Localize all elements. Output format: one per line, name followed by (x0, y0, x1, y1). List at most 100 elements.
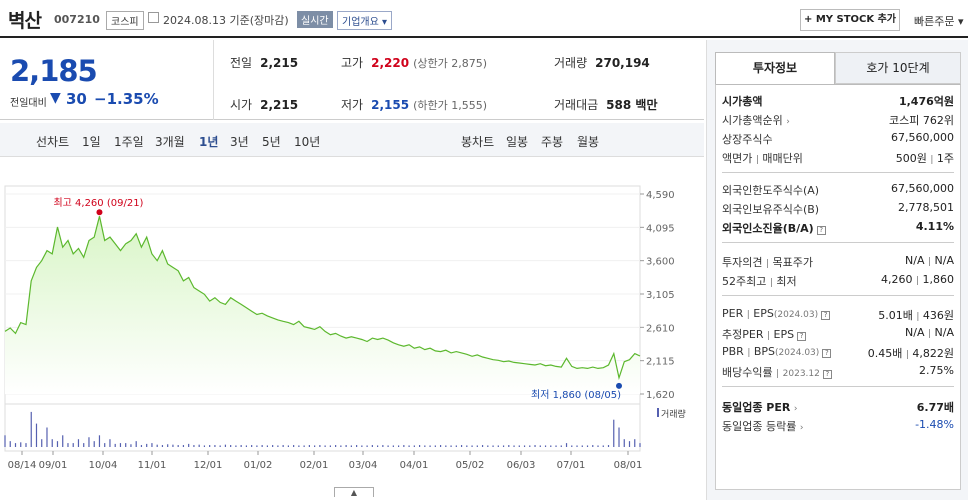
sector-per-row[interactable]: 동일업종 PER › 6.77배 (722, 399, 954, 417)
line-chart-label[interactable]: 선차트 (36, 135, 70, 149)
volume: 거래량 270,194 (554, 54, 650, 71)
x-tick-label: 06/03 (507, 460, 536, 471)
help-icon[interactable]: ? (821, 311, 831, 320)
tab-invest-info[interactable]: 투자정보 (715, 52, 835, 84)
market-cap-rank-row[interactable]: 시가총액순위 › 코스피 762위 (722, 112, 954, 130)
sector-per-label: 동일업종 PER (722, 401, 791, 414)
candle-monthly[interactable]: 월봉 (577, 135, 600, 149)
x-tick-label: 08/01 (614, 460, 643, 471)
volume-bar (576, 445, 578, 447)
lower-limit: (하한가 1,555) (413, 99, 487, 112)
volume-bar (72, 443, 74, 447)
volume-bar (544, 445, 547, 447)
calendar-icon (148, 12, 159, 23)
est-per-value: N/A (905, 326, 925, 339)
help-icon[interactable]: ? (822, 370, 832, 379)
x-tick-label: 12/01 (194, 460, 223, 471)
volume-bar (314, 445, 316, 447)
volume-bar (539, 445, 541, 447)
quick-order-button[interactable]: 빠른주문 ▾ (914, 13, 964, 29)
volume-bar (182, 445, 185, 447)
market-cap-row: 시가총액 1,476억원 (722, 93, 954, 111)
est-eps-value: N/A (934, 326, 954, 339)
y-tick-label: 3,600 (646, 257, 675, 268)
help-icon[interactable]: ? (822, 349, 832, 358)
low-marker (616, 382, 623, 389)
sector-per-value: 6.77배 (916, 401, 954, 414)
y-tick-label: 4,095 (646, 223, 675, 234)
volume-bar (487, 445, 489, 447)
candle-chart-label: 봉차트 (461, 135, 495, 149)
volume-bar (361, 445, 363, 447)
volume-bar (256, 445, 258, 447)
period-1y[interactable]: 1년 (199, 135, 219, 149)
divider (722, 172, 954, 173)
help-icon[interactable]: ? (816, 226, 826, 235)
volume-bar (345, 445, 347, 447)
est-per-row: 추정PER | EPS? N/A | N/A (722, 326, 954, 341)
target-value: N/A (934, 254, 954, 267)
volume-bar (508, 445, 510, 447)
volume-bar (277, 445, 279, 447)
tab-order-book[interactable]: 호가 10단계 (835, 52, 961, 84)
live-badge[interactable]: 실시간 (297, 11, 333, 28)
prev-close: 전일 2,215 (230, 54, 298, 71)
stock-name: 벽산 (8, 10, 42, 32)
eps-period: (2024.03) (773, 310, 819, 320)
sector-change-row[interactable]: 동일업종 등락률 › -1.48% (722, 418, 954, 436)
candle-weekly[interactable]: 주봉 (541, 135, 564, 149)
volume-bar (261, 445, 263, 447)
foreign-ratio-value: 4.11% (915, 220, 954, 233)
volume-bar (303, 445, 305, 447)
volume-bar (534, 445, 536, 447)
volume-bar (413, 445, 415, 447)
company-overview-label: 기업개요 (342, 17, 379, 28)
mystock-add-button[interactable]: + MY STOCK 추가 (800, 9, 900, 31)
opinion-label: 투자의견 (722, 256, 763, 269)
low-label: 저가 (341, 98, 364, 112)
invest-panel: 투자정보 호가 10단계 시가총액 1,476억원 시가총액순위 › 코스피 7… (706, 40, 968, 500)
volume-bar (14, 443, 17, 447)
pbr-row: PBR | BPS(2024.03)? 0.45배 | 4,822원 (722, 345, 954, 360)
period-5y[interactable]: 5년 (262, 135, 281, 149)
period-3m[interactable]: 3개월 (155, 135, 185, 149)
sector-change-value: -1.48% (915, 418, 954, 431)
volume-bar (377, 445, 379, 447)
market-cap-value: 1,476억원 (898, 95, 954, 108)
change-value: 30 (66, 90, 87, 108)
volume-bar (230, 445, 232, 447)
face-value-row: 액면가 | 매매단위 500원 | 1주 (722, 152, 954, 165)
chevron-right-icon: › (793, 404, 798, 414)
low-value: 2,155 (371, 98, 410, 112)
high-annotation: 최고 4,260 (09/21) (53, 197, 143, 209)
volume-bar (30, 411, 32, 447)
period-1w[interactable]: 1주일 (114, 135, 144, 149)
volume-bar (319, 445, 321, 447)
period-1d[interactable]: 1일 (82, 135, 101, 149)
period-10y[interactable]: 10년 (294, 135, 321, 149)
volume-bar (408, 445, 410, 447)
price-area (5, 216, 640, 394)
volume-bar (471, 445, 473, 447)
volume-bar (429, 445, 431, 447)
market-badge: 코스피 (106, 11, 144, 30)
eps-value: 436원 (922, 309, 954, 322)
candle-daily[interactable]: 일봉 (506, 135, 529, 149)
volume-bar (418, 445, 421, 447)
volume-bar (161, 445, 164, 447)
help-icon[interactable]: ? (797, 332, 807, 341)
chart-collapse-button[interactable]: ▲ (334, 487, 374, 497)
high-value: 2,220 (371, 56, 410, 70)
company-overview-dropdown[interactable]: 기업개요 ▾ (337, 11, 393, 30)
period-3y[interactable]: 3년 (230, 135, 249, 149)
divider (722, 386, 954, 387)
volume-bar (424, 445, 426, 447)
volume-bar (251, 445, 253, 447)
eps-label: EPS (753, 307, 774, 320)
price-chart[interactable]: 4,590 4,095 3,600 3,105 2,610 2,115 1,620 최고 4,… (0, 160, 704, 490)
price-summary: 2,185 전일대비 ▼ 30 −1.35% 전일 2,215 고가 2,220 (상… (0, 40, 704, 120)
volume-bar (266, 445, 268, 447)
volume-bar (9, 441, 11, 447)
volume-bar (356, 445, 358, 447)
volume-bar (628, 441, 631, 447)
